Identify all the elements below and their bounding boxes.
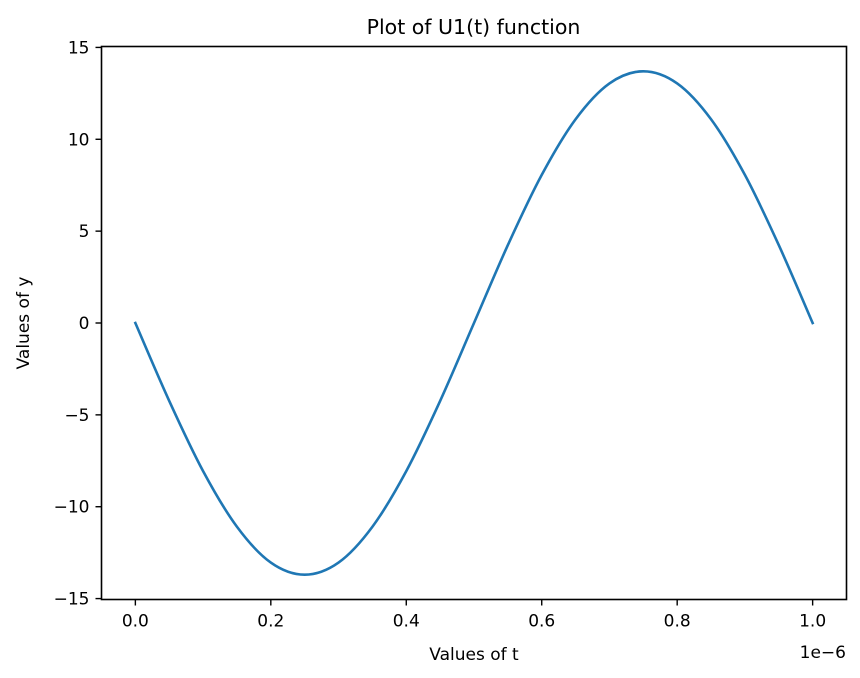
series-line-1 — [133, 70, 815, 576]
x-tick-label: 0.8 — [664, 612, 691, 632]
x-tick-label: 0.2 — [257, 612, 284, 632]
y-tick-label: −15 — [54, 590, 90, 610]
plot-layer — [133, 70, 815, 576]
x-tick-label: 0.6 — [528, 612, 555, 632]
y-tick-label: −5 — [64, 406, 89, 426]
x-tick-label: 0.0 — [122, 612, 149, 632]
x-axis-offset-label: 1e−6 — [800, 643, 846, 663]
y-tick-label: 5 — [79, 222, 90, 242]
chart-title: Plot of U1(t) function — [367, 15, 581, 39]
x-tick-label: 0.4 — [393, 612, 420, 632]
x-axis-label: Values of t — [429, 645, 519, 665]
y-axis-label: Values of y — [14, 277, 34, 370]
x-axis: 0.0 0.2 0.4 0.6 0.8 1.0 — [122, 599, 826, 632]
y-tick-label: 15 — [68, 38, 90, 58]
y-axis: −15 −10 −5 0 5 10 15 — [54, 38, 102, 610]
y-tick-label: 10 — [68, 130, 90, 150]
x-tick-label: 1.0 — [799, 612, 826, 632]
y-tick-label: 0 — [79, 314, 90, 334]
y-tick-label: −10 — [54, 498, 90, 518]
